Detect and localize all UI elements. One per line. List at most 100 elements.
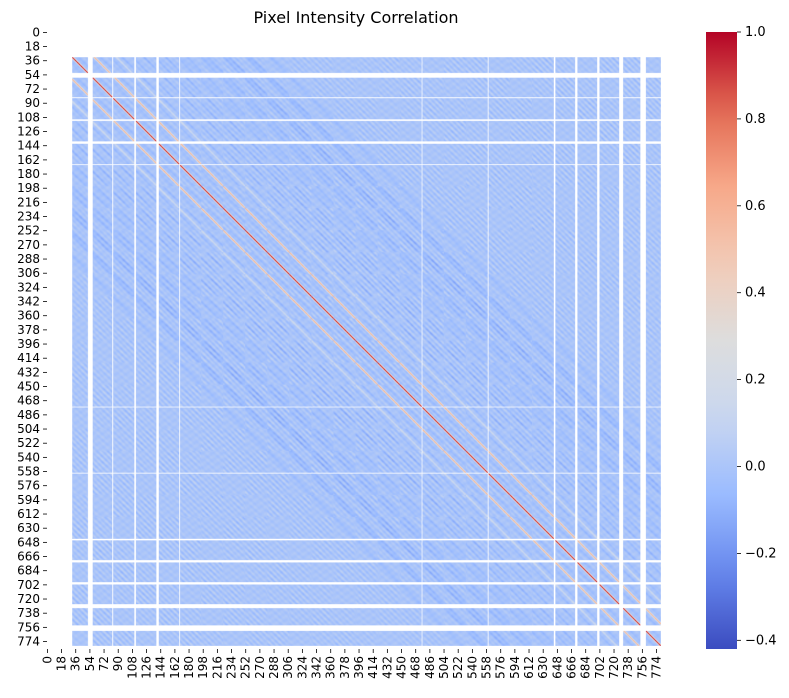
x-tick-label: 342 [310,656,324,679]
colorbar-tick-label: 0.0 [745,460,766,475]
x-tick-label: 504 [437,656,451,679]
colorbar-tick-label: 0.8 [745,112,766,127]
y-tick-label: 720 [17,592,40,606]
y-tick-label: 666 [17,550,40,564]
y-tick-label: 378 [17,323,40,337]
y-axis-ticks: 0183654729010812614416218019821623425227… [17,25,47,649]
x-tick-label: 324 [295,656,309,679]
x-tick-label: 648 [550,656,564,679]
y-tick-label: 288 [17,252,40,266]
y-tick-label: 630 [17,521,40,535]
y-tick-label: 702 [17,578,40,592]
x-tick-label: 522 [451,656,465,679]
x-tick-label: 702 [593,656,607,679]
x-tick-label: 72 [97,656,111,671]
x-tick-label: 666 [565,656,579,679]
colorbar-gradient [706,32,737,649]
x-tick-label: 468 [409,656,423,679]
y-tick-label: 576 [17,479,40,493]
x-tick-label: 0 [40,656,54,664]
y-tick-label: 396 [17,337,40,351]
x-tick-label: 360 [324,656,338,679]
y-tick-label: 270 [17,238,40,252]
y-tick-label: 0 [32,25,40,39]
y-tick-label: 216 [17,195,40,209]
x-tick-label: 414 [366,656,380,679]
colorbar-tick-label: 0.2 [745,373,766,388]
x-tick-label: 594 [508,656,522,679]
x-tick-label: 252 [239,656,253,679]
x-tick-label: 450 [395,656,409,679]
x-tick-label: 288 [267,656,281,679]
x-tick-label: 396 [352,656,366,679]
heatmap-cells [47,32,664,649]
x-tick-label: 540 [465,656,479,679]
y-tick-label: 504 [17,422,40,436]
heatmap-plot-area [47,32,664,649]
colorbar-tick-label: 0.4 [745,286,766,301]
colorbar-tick-label: −0.2 [745,546,777,561]
x-tick-label: 198 [196,656,210,679]
chart-title: Pixel Intensity Correlation [253,8,458,27]
x-tick-label: 270 [253,656,267,679]
x-tick-label: 774 [650,656,664,679]
y-tick-label: 558 [17,465,40,479]
y-tick-label: 18 [25,40,40,54]
y-tick-label: 234 [17,210,40,224]
colorbar: 1.0 0.8 0.6 0.4 0.2 0.0 −0.2 −0.4 [706,25,777,649]
y-tick-label: 648 [17,535,40,549]
x-tick-label: 630 [536,656,550,679]
y-tick-label: 594 [17,493,40,507]
y-tick-label: 180 [17,167,40,181]
y-tick-label: 756 [17,620,40,634]
y-tick-label: 324 [17,280,40,294]
y-tick-label: 612 [17,507,40,521]
y-tick-label: 126 [17,125,40,139]
y-tick-label: 414 [17,351,40,365]
y-tick-label: 522 [17,436,40,450]
y-tick-label: 36 [25,54,40,68]
colorbar-tick-label: −0.4 [745,633,777,648]
y-tick-label: 342 [17,295,40,309]
x-tick-label: 486 [423,656,437,679]
x-tick-label: 162 [168,656,182,679]
y-tick-label: 252 [17,224,40,238]
x-tick-label: 306 [281,656,295,679]
x-axis-ticks: 0 18 36 54 72 90 108 126 144 162 180 198 216 234 252 27… [40,649,664,679]
x-tick-label: 108 [125,656,139,679]
x-tick-label: 558 [480,656,494,679]
y-tick-label: 540 [17,450,40,464]
x-tick-label: 720 [607,656,621,679]
x-tick-label: 378 [338,656,352,679]
y-tick-label: 54 [25,68,40,82]
x-tick-label: 216 [210,656,224,679]
y-tick-label: 198 [17,181,40,195]
colorbar-tick-label: 0.6 [745,199,766,214]
y-tick-label: 450 [17,380,40,394]
y-tick-label: 738 [17,606,40,620]
x-tick-label: 144 [154,656,168,679]
x-tick-label: 738 [621,656,635,679]
x-tick-label: 126 [140,656,154,679]
y-tick-label: 90 [25,96,40,110]
x-tick-label: 432 [380,656,394,679]
x-tick-label: 54 [83,656,97,671]
x-tick-label: 180 [182,656,196,679]
x-tick-label: 756 [635,656,649,679]
y-tick-label: 468 [17,394,40,408]
y-tick-label: 774 [17,635,40,649]
x-tick-label: 18 [55,656,69,671]
colorbar-tick-label: 1.0 [745,25,766,40]
y-tick-label: 684 [17,564,40,578]
y-tick-label: 72 [25,82,40,96]
x-tick-label: 684 [579,656,593,679]
x-tick-label: 90 [111,656,125,671]
y-tick-label: 144 [17,139,40,153]
y-tick-label: 360 [17,309,40,323]
x-tick-label: 36 [69,656,83,671]
y-tick-label: 108 [17,110,40,124]
y-tick-label: 486 [17,408,40,422]
y-tick-label: 306 [17,266,40,280]
